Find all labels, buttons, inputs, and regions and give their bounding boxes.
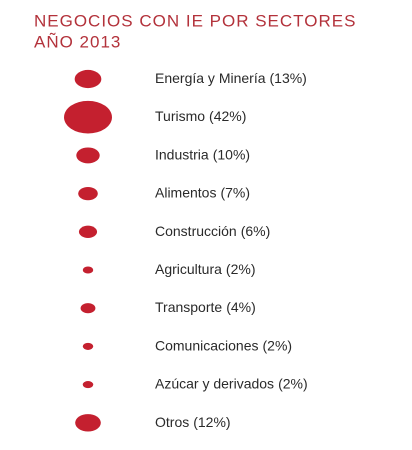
category-name: Industria (155, 146, 209, 162)
value-label: (2%) (263, 337, 293, 353)
bubble (78, 186, 98, 201)
category-name: Agricultura (155, 261, 222, 277)
category-label: Industria (10%) (155, 146, 250, 162)
bubble (75, 414, 101, 432)
bubble (64, 100, 112, 134)
bubble (76, 147, 100, 164)
bubble (74, 69, 102, 89)
category-name: Azúcar y derivados (155, 375, 274, 391)
chart-subtitle: AÑO 2013 (34, 32, 121, 51)
category-name: Otros (155, 414, 189, 430)
category-label: Alimentos (7%) (155, 184, 250, 200)
category-label: Energía y Minería (13%) (155, 70, 307, 86)
category-name: Alimentos (155, 184, 216, 200)
value-label: (2%) (226, 261, 256, 277)
chart-title: NEGOCIOS CON IE POR SECTORES (34, 11, 356, 30)
category-label: Construcción (6%) (155, 223, 270, 239)
value-label: (42%) (209, 108, 246, 124)
category-name: Comunicaciones (155, 337, 259, 353)
category-name: Turismo (155, 108, 205, 124)
category-label: Azúcar y derivados (2%) (155, 375, 308, 391)
category-label: Transporte (4%) (155, 299, 256, 315)
category-name: Energía y Minería (155, 70, 266, 86)
bubble (82, 266, 94, 274)
category-label: Agricultura (2%) (155, 261, 255, 277)
value-label: (6%) (241, 223, 271, 239)
category-name: Construcción (155, 223, 237, 239)
value-label: (2%) (278, 375, 308, 391)
bubble (80, 303, 96, 314)
value-label: (7%) (220, 184, 250, 200)
bubble (78, 225, 98, 238)
bubble (82, 381, 94, 389)
value-label: (12%) (193, 414, 230, 430)
category-label: Comunicaciones (2%) (155, 337, 292, 353)
value-label: (10%) (213, 146, 250, 162)
bubble (82, 342, 94, 350)
value-label: (13%) (270, 70, 307, 86)
value-label: (4%) (226, 299, 256, 315)
category-label: Otros (12%) (155, 414, 231, 430)
category-label: Turismo (42%) (155, 108, 246, 124)
category-name: Transporte (155, 299, 222, 315)
